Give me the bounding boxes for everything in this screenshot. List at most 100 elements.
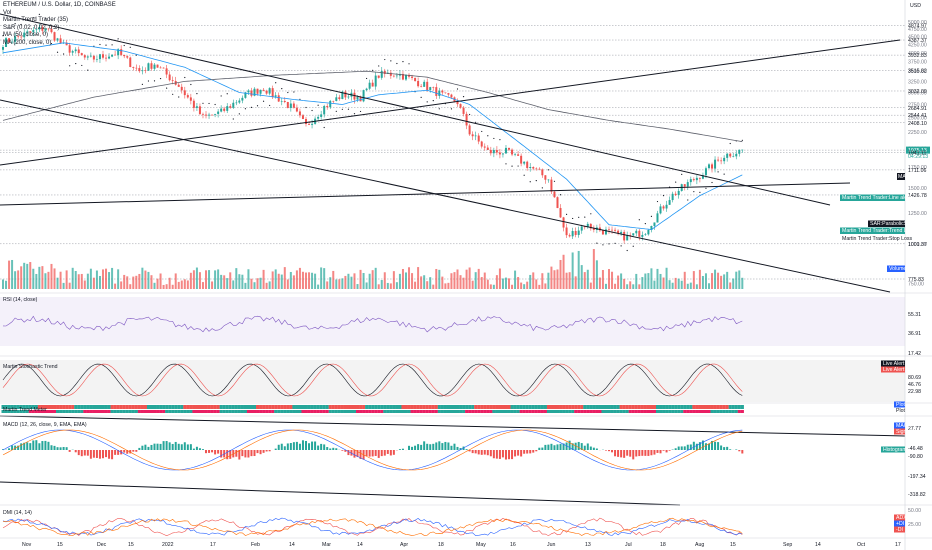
trend-meter-cell xyxy=(619,410,623,413)
candle-body xyxy=(638,230,641,237)
volume-bar xyxy=(623,278,626,289)
trend-meter-cell xyxy=(486,410,490,413)
trend-meter-cell xyxy=(343,410,347,413)
trend-meter-cell xyxy=(89,410,93,413)
macd-histogram-bar xyxy=(459,448,462,450)
legend-line[interactable]: MA (50, close, 0) xyxy=(3,32,49,39)
trend-meter-cell xyxy=(243,410,247,413)
macd-histogram-bar xyxy=(192,448,195,450)
volume-bar xyxy=(335,279,338,289)
candle-body xyxy=(311,123,314,125)
trend-meter-cell xyxy=(168,410,172,413)
indicator-panes[interactable]: RSI (14, close) Martin Stochastic Trend Ma… xyxy=(0,292,932,537)
legend-line[interactable]: Vol xyxy=(3,9,12,16)
trend-meter-cell xyxy=(262,405,266,409)
trend-meter-cell xyxy=(734,410,738,413)
macd-histogram-bar xyxy=(111,450,114,460)
trend-meter-cell xyxy=(383,410,387,413)
trend-meter-cell xyxy=(307,410,311,413)
macd-histogram-bar xyxy=(101,450,104,459)
macd-histogram-bar xyxy=(662,450,665,451)
trend-meter-cell xyxy=(68,405,72,409)
trend-meter-cell xyxy=(237,405,241,409)
macd-histogram-bar xyxy=(29,443,32,450)
volume-bar xyxy=(432,284,435,289)
trend-meter-cell xyxy=(295,410,299,413)
volume-bar xyxy=(77,274,80,289)
volume-bar xyxy=(232,280,235,289)
volume-bar xyxy=(153,282,156,289)
price-pane[interactable] xyxy=(0,13,905,289)
legend-line[interactable]: SAR (0.02, 0.02, 0.2) xyxy=(3,24,60,31)
stoch-band xyxy=(0,360,905,402)
macd-histogram-bar xyxy=(280,443,283,450)
volume-bar xyxy=(520,282,523,289)
stoch-d-line xyxy=(2,363,743,397)
sar-dot xyxy=(238,113,240,115)
volume-bar xyxy=(511,284,514,289)
trend-meter-cell xyxy=(489,410,493,413)
macd-histogram-bar xyxy=(298,443,301,450)
candle-body xyxy=(620,231,623,234)
trend-meter-cell xyxy=(4,410,8,413)
candle-body xyxy=(298,111,301,116)
trend-meter-cell xyxy=(549,410,554,413)
trend-meter-cell xyxy=(28,410,32,413)
time-axis[interactable]: Nov 15 Dec 15 2022 17 Feb 14 Mar 14 Apr 18 May 16 Jun 1… xyxy=(0,537,932,548)
trend-meter-cell xyxy=(501,405,505,409)
rsi-line xyxy=(2,315,743,333)
macd-histogram-bar xyxy=(168,442,171,450)
macd-histogram-bar xyxy=(238,450,241,460)
trend-line xyxy=(0,481,681,506)
volume-bar xyxy=(2,279,4,289)
trend-meter-cell xyxy=(174,405,178,409)
volume-bar xyxy=(20,266,23,289)
trend-meter-cell xyxy=(607,410,611,413)
sar-dot xyxy=(123,44,125,47)
trend-meter-cell xyxy=(389,405,393,409)
trend-meter-cell xyxy=(346,410,351,413)
trend-meter-cell xyxy=(183,410,187,413)
trend-meter-cell xyxy=(598,410,602,413)
macd-histogram-bar xyxy=(608,450,610,452)
volume-bar xyxy=(44,273,47,289)
time-axis-label: 16 xyxy=(510,542,516,548)
volume-bar xyxy=(253,282,256,289)
legend-line[interactable]: Martin Trend Trader (35) xyxy=(3,17,69,24)
trend-meter-cell xyxy=(252,410,257,413)
macd-histogram-bar xyxy=(659,450,662,454)
trend-meter-cell xyxy=(128,410,132,413)
candle-body xyxy=(383,71,386,74)
candle-body xyxy=(417,80,420,87)
macd-histogram-bar xyxy=(241,450,244,457)
candle-body xyxy=(732,156,735,157)
sar-dot xyxy=(111,44,113,46)
indicator-level-label: 46.76 xyxy=(908,382,921,388)
trend-meter-cell xyxy=(340,410,344,413)
volume-bar xyxy=(277,273,280,289)
trend-meter-cell xyxy=(289,405,293,409)
sar-dot xyxy=(693,191,695,193)
volume-bar xyxy=(132,276,135,289)
trend-meter-cell xyxy=(19,405,23,409)
trend-meter-cell xyxy=(592,410,596,413)
dmi-line xyxy=(2,517,743,537)
trend-meter-cell xyxy=(207,405,211,409)
indicator-flag-label: Histogram xyxy=(883,447,907,453)
volume-bar xyxy=(165,284,168,289)
trend-meter-cell xyxy=(195,405,199,409)
sar-dot xyxy=(75,62,77,65)
candle-body xyxy=(17,36,20,37)
trend-meter-cell xyxy=(225,405,229,409)
macd-histogram-bar xyxy=(471,450,474,454)
trend-meter-cell xyxy=(128,405,132,409)
trend-meter-cell xyxy=(646,410,650,413)
candle-body xyxy=(738,149,741,154)
candle-body xyxy=(74,49,77,52)
trend-meter-cell xyxy=(313,410,317,413)
volume-bar xyxy=(659,273,662,289)
symbol-title[interactable]: ETHEREUM / U.S. Dollar, 1D, COINBASE xyxy=(3,2,116,8)
legend-line[interactable]: MA (200, close, 0) xyxy=(3,39,52,46)
